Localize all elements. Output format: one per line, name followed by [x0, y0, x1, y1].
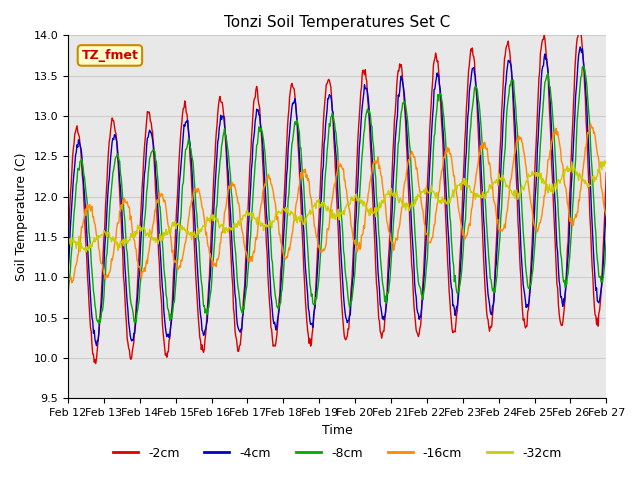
-2cm: [602, 170, 610, 176]
Y-axis label: Soil Temperature (C): Soil Temperature (C): [15, 153, 28, 281]
-4cm: [185, 130, 193, 136]
-32cm: [213, 219, 221, 225]
-16cm: [185, 216, 193, 222]
-4cm: [602, 200, 610, 206]
-16cm: [213, 256, 221, 262]
Legend: -2cm, -4cm, -8cm, -16cm, -32cm: -2cm, -4cm, -8cm, -16cm, -32cm: [108, 442, 566, 465]
-4cm: [213, 152, 221, 157]
-8cm: [74, 166, 82, 171]
-8cm: [602, 238, 610, 243]
-32cm: [419, 190, 427, 195]
-32cm: [130, 235, 138, 240]
X-axis label: Time: Time: [322, 424, 353, 437]
-4cm: [64, 266, 72, 272]
-16cm: [419, 207, 427, 213]
Line: -8cm: -8cm: [68, 66, 606, 324]
-8cm: [64, 292, 72, 298]
-2cm: [185, 128, 193, 133]
-32cm: [601, 158, 609, 164]
-32cm: [185, 230, 193, 236]
Text: TZ_fmet: TZ_fmet: [81, 49, 138, 62]
-16cm: [130, 236, 138, 242]
Title: Tonzi Soil Temperatures Set C: Tonzi Soil Temperatures Set C: [224, 15, 451, 30]
-8cm: [185, 136, 193, 142]
-32cm: [74, 241, 82, 247]
-4cm: [74, 144, 82, 150]
Line: -4cm: -4cm: [68, 47, 606, 346]
Line: -2cm: -2cm: [68, 27, 606, 364]
-8cm: [95, 321, 102, 327]
Line: -16cm: -16cm: [68, 124, 606, 283]
-2cm: [92, 361, 100, 367]
-8cm: [213, 202, 221, 208]
-4cm: [403, 133, 411, 139]
-16cm: [68, 280, 76, 286]
-4cm: [576, 44, 584, 50]
-8cm: [130, 318, 138, 324]
-8cm: [579, 63, 587, 69]
-2cm: [403, 153, 411, 159]
-16cm: [75, 251, 83, 256]
-32cm: [403, 203, 411, 209]
-2cm: [213, 122, 221, 128]
-16cm: [64, 277, 72, 283]
-2cm: [64, 241, 72, 247]
-2cm: [130, 338, 138, 344]
-16cm: [587, 121, 595, 127]
-2cm: [575, 24, 583, 30]
-16cm: [602, 213, 610, 219]
-4cm: [130, 330, 138, 336]
Line: -32cm: -32cm: [68, 161, 606, 252]
-8cm: [419, 296, 427, 302]
-16cm: [403, 165, 411, 171]
-2cm: [419, 279, 427, 285]
-4cm: [419, 295, 427, 301]
-8cm: [403, 114, 411, 120]
-2cm: [74, 129, 82, 135]
-32cm: [82, 249, 90, 255]
-32cm: [64, 242, 72, 248]
-4cm: [93, 343, 100, 348]
-32cm: [602, 160, 610, 166]
